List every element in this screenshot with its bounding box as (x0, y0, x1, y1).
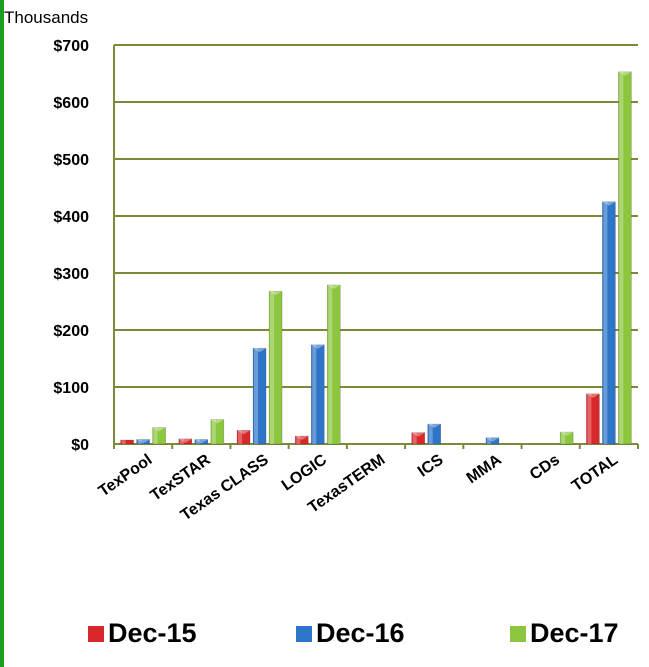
x-tick-label: ICS (415, 451, 447, 480)
x-tick-label: CDs (527, 451, 563, 483)
bar-chart: Thousands $0 $100 $200 $300 $400 $500 $600 $700… (4, 8, 639, 524)
y-tick-label: $0 (71, 437, 89, 454)
bar (326, 284, 341, 445)
y-tick-label: $600 (53, 95, 89, 112)
bar (427, 423, 442, 445)
bar (310, 344, 325, 445)
legend: Dec-15 Dec-16 Dec-17 (0, 618, 649, 662)
bar (120, 439, 134, 445)
x-tick-label: TexPool (96, 451, 156, 500)
legend-label: Dec-15 (108, 618, 197, 648)
x-tick-label: TOTAL (569, 451, 621, 495)
bar (194, 439, 209, 445)
y-tick-label: $700 (53, 38, 89, 55)
bar (210, 419, 225, 445)
legend-item: Dec-17 (510, 618, 619, 649)
legend-label: Dec-17 (530, 618, 619, 648)
y-tick-label: $200 (53, 323, 89, 340)
bar (152, 427, 166, 445)
bar (268, 290, 283, 445)
bars (120, 71, 632, 445)
legend-item: Dec-15 (88, 618, 197, 649)
bar (485, 437, 500, 445)
y-tick-label: $400 (53, 209, 89, 226)
bar (252, 347, 267, 445)
y-tick-label: $500 (53, 152, 89, 169)
x-tick-label: LOGIC (279, 451, 331, 494)
bar (136, 439, 150, 445)
y-tick-label: $100 (53, 380, 89, 397)
bar (178, 438, 193, 445)
y-tick-label: $300 (53, 266, 89, 283)
legend-swatch (88, 625, 104, 642)
legend-swatch (296, 625, 312, 642)
x-tick-label: MMA (464, 451, 505, 487)
bar (411, 432, 426, 445)
bar (294, 435, 309, 445)
legend-swatch (510, 625, 526, 642)
bar (236, 430, 251, 445)
bar (559, 431, 574, 445)
bar (618, 71, 632, 445)
y-axis-ticks: $0 $100 $200 $300 $400 $500 $600 $700 (53, 38, 89, 454)
legend-label: Dec-16 (316, 618, 405, 648)
chart-border (0, 0, 4, 667)
gridlines (113, 44, 639, 449)
unit-label: Thousands (4, 8, 88, 27)
legend-item: Dec-16 (296, 618, 405, 649)
bar (602, 201, 616, 445)
bar (586, 393, 600, 445)
